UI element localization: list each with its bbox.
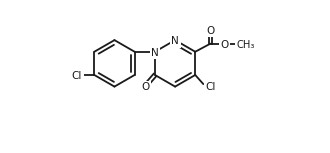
- Text: O: O: [206, 26, 214, 35]
- Text: N: N: [151, 48, 159, 58]
- Text: O: O: [220, 40, 229, 50]
- Text: Cl: Cl: [205, 82, 216, 92]
- Text: O: O: [141, 82, 149, 92]
- Text: CH₃: CH₃: [237, 40, 255, 50]
- Text: Cl: Cl: [72, 71, 82, 81]
- Text: N: N: [171, 36, 179, 46]
